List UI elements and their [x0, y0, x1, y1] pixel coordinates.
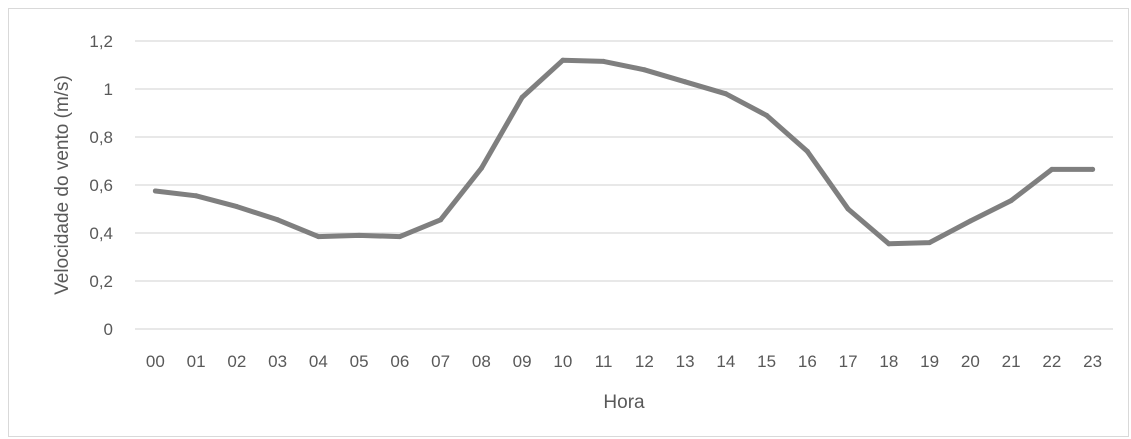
- y-tick-label: 0,2: [89, 272, 113, 291]
- data-point: [764, 112, 770, 118]
- data-point: [275, 217, 281, 223]
- data-point: [804, 148, 810, 154]
- chart-frame: [8, 8, 1129, 437]
- y-tick-label: 1,2: [89, 32, 113, 51]
- x-tick-label: 07: [431, 352, 450, 371]
- x-tick-label: 01: [187, 352, 206, 371]
- data-point: [967, 218, 973, 224]
- series-group: [152, 57, 1096, 247]
- data-point: [1008, 198, 1014, 204]
- x-tick-label: 11: [595, 352, 613, 371]
- y-tick-label: 0,8: [89, 128, 113, 147]
- data-point: [193, 193, 199, 199]
- x-tick-label: 12: [635, 352, 654, 371]
- x-tick-label: 20: [961, 352, 980, 371]
- x-tick-label: 04: [309, 352, 328, 371]
- y-tick-labels: 0 0,2 0,4 0,6 0,8 1 1,2: [89, 32, 113, 339]
- x-tick-label: 14: [716, 352, 735, 371]
- data-point: [397, 234, 403, 240]
- data-point: [1049, 166, 1055, 172]
- data-point: [438, 217, 444, 223]
- x-tick-label: 05: [350, 352, 369, 371]
- x-tick-label: 15: [757, 352, 776, 371]
- y-tick-label: 0,4: [89, 224, 113, 243]
- x-tick-label: 22: [1042, 352, 1061, 371]
- x-tick-label: 08: [472, 352, 491, 371]
- data-point: [601, 58, 607, 64]
- data-point: [1090, 166, 1096, 172]
- data-point: [315, 234, 321, 240]
- x-tick-label: 16: [798, 352, 817, 371]
- data-point: [927, 240, 933, 246]
- data-point: [560, 57, 566, 63]
- data-point: [723, 91, 729, 97]
- data-point: [845, 206, 851, 212]
- y-axis-title: Velocidade do vento (m/s): [52, 75, 73, 295]
- data-point: [356, 232, 362, 238]
- x-tick-label: 19: [920, 352, 939, 371]
- x-tick-label: 17: [839, 352, 858, 371]
- x-tick-label: 03: [268, 352, 287, 371]
- data-point: [152, 188, 158, 194]
- x-tick-label: 23: [1083, 352, 1102, 371]
- gridlines: [135, 40, 1113, 330]
- data-point: [519, 94, 525, 100]
- x-tick-label: 06: [390, 352, 409, 371]
- x-tick-label: 21: [1002, 352, 1021, 371]
- data-point: [234, 204, 240, 210]
- series-line: [152, 57, 1096, 247]
- x-tick-label: 10: [553, 352, 572, 371]
- x-tick-label: 09: [513, 352, 532, 371]
- x-tick-label: 13: [676, 352, 695, 371]
- data-point: [641, 67, 647, 73]
- y-tick-label: 0: [104, 320, 113, 339]
- x-tick-label: 18: [879, 352, 898, 371]
- data-point: [886, 241, 892, 247]
- y-tick-label: 0,6: [89, 176, 113, 195]
- y-tick-label: 1: [104, 80, 113, 99]
- x-axis-title: Hora: [603, 392, 645, 413]
- x-tick-label: 02: [227, 352, 246, 371]
- data-point: [478, 165, 484, 171]
- data-point: [682, 79, 688, 85]
- x-tick-labels: 00 01 02 03 04 05 06 07 08 09 10 11 12 13 14 15 16 17 18 19…: [146, 352, 1102, 371]
- x-tick-label: 00: [146, 352, 165, 371]
